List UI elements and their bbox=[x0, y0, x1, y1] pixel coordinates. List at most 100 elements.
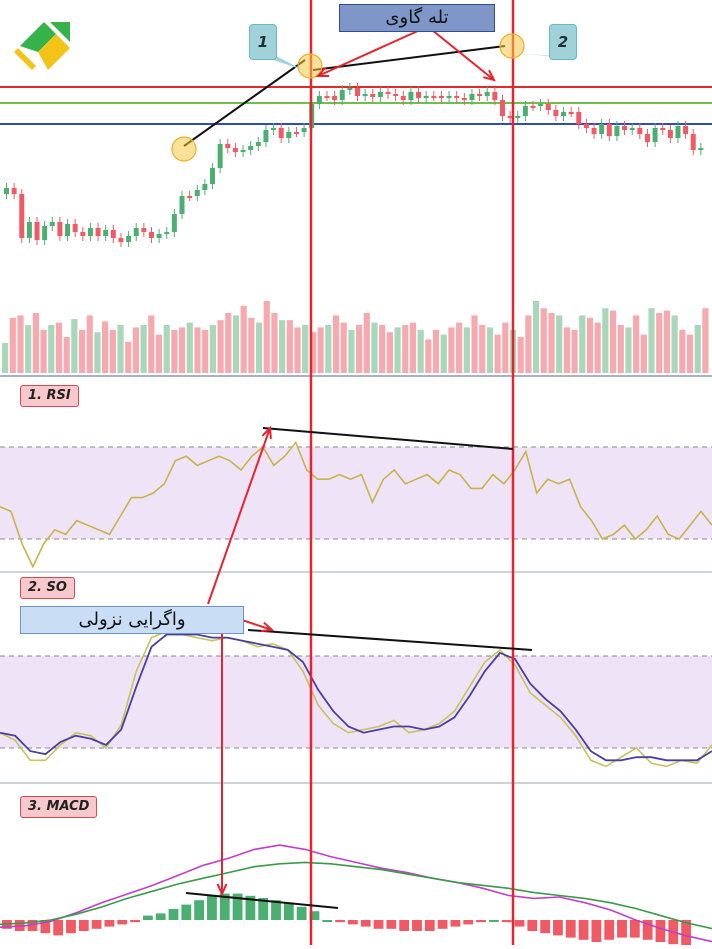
point-1-label: 1 bbox=[257, 33, 269, 51]
candle-body bbox=[217, 144, 223, 168]
bull-trap-arrow-right-head bbox=[483, 69, 496, 82]
macd-histogram-bar bbox=[373, 920, 384, 929]
volume-bar bbox=[140, 325, 147, 373]
volume-bar bbox=[155, 334, 163, 373]
macd-histogram-bar bbox=[78, 920, 89, 931]
macd-histogram-bar bbox=[424, 920, 435, 931]
highlight-circle bbox=[171, 136, 197, 162]
macd-panel bbox=[0, 844, 712, 947]
volume-bar bbox=[563, 327, 570, 373]
volume-panel bbox=[2, 301, 709, 373]
macd-histogram-bar bbox=[386, 920, 397, 929]
volume-bar bbox=[471, 315, 478, 373]
macd-histogram-bar bbox=[91, 920, 102, 929]
panel-chrome bbox=[0, 375, 712, 784]
candle-body bbox=[698, 148, 704, 150]
candle-body bbox=[103, 230, 109, 236]
candle-body bbox=[110, 230, 116, 238]
candle-body bbox=[156, 234, 162, 238]
candle-body bbox=[385, 92, 391, 94]
volume-bar bbox=[517, 337, 524, 373]
bull-trap-arrow-left bbox=[317, 29, 421, 77]
macd-histogram-bar bbox=[412, 920, 422, 931]
volume-bar bbox=[63, 337, 70, 373]
macd-histogram-bar bbox=[591, 920, 602, 942]
bull-trap-callout: تله گاوی bbox=[339, 4, 495, 32]
candle-body bbox=[400, 96, 406, 100]
macd-histogram-bar bbox=[565, 920, 576, 938]
candle-body bbox=[332, 96, 338, 100]
volume-bar bbox=[609, 310, 617, 373]
macd-histogram-bar bbox=[271, 900, 281, 920]
candle-body bbox=[492, 92, 498, 100]
macd-histogram-bar bbox=[629, 920, 640, 938]
candle-body bbox=[591, 128, 597, 134]
candle-body bbox=[438, 96, 444, 98]
macd-label-text: 3. MACD bbox=[28, 799, 90, 814]
point-1-badge: 1 bbox=[249, 24, 277, 60]
candle-body bbox=[179, 196, 185, 214]
macd-histogram-bar bbox=[540, 920, 551, 934]
volume-bar bbox=[271, 313, 278, 373]
volume-bar bbox=[9, 317, 16, 373]
volume-bar bbox=[263, 301, 270, 373]
candle-body bbox=[545, 104, 551, 110]
candle-body bbox=[248, 146, 254, 150]
macd-histogram-bar bbox=[155, 913, 166, 920]
volume-bar bbox=[640, 334, 647, 373]
so-label-text: 2. SO bbox=[28, 580, 67, 595]
volume-bar bbox=[486, 327, 494, 373]
macd-histogram-bar bbox=[681, 920, 691, 947]
annotation-layer bbox=[171, 0, 566, 945]
macd-histogram-bar bbox=[53, 920, 64, 936]
macd-histogram-bar bbox=[488, 920, 499, 922]
candle-body bbox=[34, 222, 40, 240]
volume-bar bbox=[194, 327, 201, 373]
candle-body bbox=[675, 126, 681, 138]
macd-histogram-bar bbox=[450, 920, 461, 927]
volume-bar bbox=[40, 329, 47, 373]
candle-body bbox=[370, 94, 376, 97]
macd-histogram-bar bbox=[104, 920, 115, 927]
volume-bar bbox=[502, 322, 509, 373]
candle-body bbox=[606, 124, 612, 136]
volume-bar bbox=[548, 313, 555, 373]
volume-bar bbox=[679, 329, 686, 373]
candle-body bbox=[530, 106, 536, 108]
candle-body bbox=[690, 134, 696, 150]
volume-bar bbox=[686, 334, 694, 373]
so-divergence-line bbox=[247, 629, 533, 651]
divergence-arrow-rsi-head bbox=[261, 425, 272, 440]
macd-histogram-bar bbox=[309, 911, 320, 920]
volume-bar bbox=[309, 332, 317, 373]
volume-bar bbox=[540, 308, 547, 373]
divergence-arrow-macd-head bbox=[216, 883, 228, 897]
macd-histogram-bar bbox=[296, 906, 307, 920]
macd-histogram-bar bbox=[27, 920, 38, 931]
candle-body bbox=[454, 96, 460, 98]
macd-histogram-bar bbox=[476, 920, 486, 923]
candle-body bbox=[408, 92, 414, 100]
rsi-label-text: 1. RSI bbox=[28, 388, 71, 403]
candle-body bbox=[507, 116, 513, 118]
volume-bar bbox=[179, 327, 186, 373]
volume-bar bbox=[148, 315, 155, 373]
so-panel-label: 2. SO bbox=[20, 577, 75, 599]
macd-histogram-bar bbox=[130, 920, 140, 923]
candle-body bbox=[87, 228, 93, 236]
candle-body bbox=[599, 124, 605, 134]
volume-bar bbox=[633, 315, 640, 373]
candle-body bbox=[263, 130, 269, 142]
macd-histogram-bar bbox=[463, 920, 474, 925]
macd-panel-label: 3. MACD bbox=[20, 796, 98, 818]
candle-body bbox=[141, 228, 147, 232]
macd-histogram-bar bbox=[655, 920, 666, 942]
volume-bar bbox=[571, 329, 578, 373]
macd-histogram-bar bbox=[245, 895, 256, 920]
bull-trap-arrow-left-head bbox=[315, 67, 330, 78]
volume-bar bbox=[525, 315, 532, 373]
rsi-line bbox=[0, 440, 712, 569]
volume-bar bbox=[202, 329, 209, 373]
candle-body bbox=[316, 96, 322, 104]
